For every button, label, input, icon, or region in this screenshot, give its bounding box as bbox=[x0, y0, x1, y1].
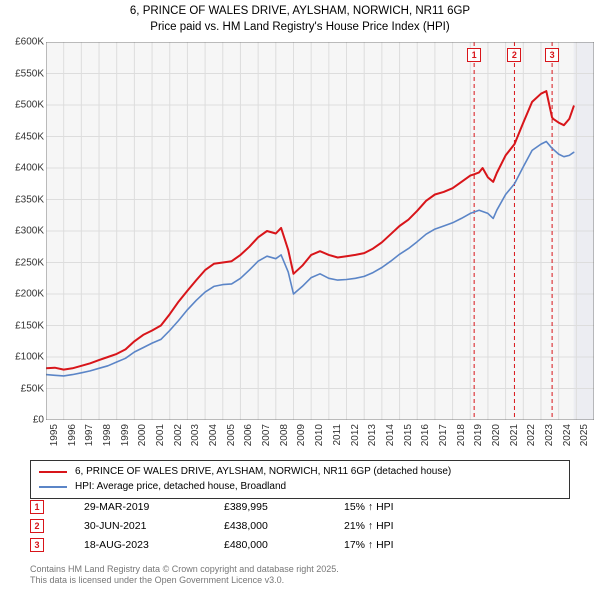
x-tick-label: 2010 bbox=[314, 424, 325, 446]
x-tick-label: 2003 bbox=[190, 424, 201, 446]
y-tick-label: £600K bbox=[2, 37, 44, 48]
x-tick-label: 2008 bbox=[279, 424, 290, 446]
footer-line-2: This data is licensed under the Open Gov… bbox=[30, 575, 339, 586]
y-tick-label: £350K bbox=[2, 194, 44, 205]
event-marker: 1 bbox=[30, 500, 44, 514]
event-date: 29-MAR-2019 bbox=[84, 501, 184, 513]
event-callout-box: 3 bbox=[545, 48, 559, 62]
event-row: 2 30-JUN-2021 £438,000 21% ↑ HPI bbox=[30, 519, 570, 533]
event-row: 1 29-MAR-2019 £389,995 15% ↑ HPI bbox=[30, 500, 570, 514]
x-tick-label: 1999 bbox=[120, 424, 131, 446]
y-tick-label: £300K bbox=[2, 226, 44, 237]
x-tick-label: 2015 bbox=[403, 424, 414, 446]
y-tick-label: £550K bbox=[2, 68, 44, 79]
x-tick-label: 2025 bbox=[579, 424, 590, 446]
chart-plot-area bbox=[46, 42, 594, 420]
event-row: 3 18-AUG-2023 £480,000 17% ↑ HPI bbox=[30, 538, 570, 552]
x-tick-label: 2000 bbox=[137, 424, 148, 446]
legend-label: 6, PRINCE OF WALES DRIVE, AYLSHAM, NORWI… bbox=[75, 464, 451, 479]
legend-row: 6, PRINCE OF WALES DRIVE, AYLSHAM, NORWI… bbox=[39, 464, 561, 479]
x-tick-label: 1996 bbox=[67, 424, 78, 446]
title-block: 6, PRINCE OF WALES DRIVE, AYLSHAM, NORWI… bbox=[0, 0, 600, 35]
y-tick-label: £0 bbox=[2, 415, 44, 426]
x-tick-label: 2004 bbox=[208, 424, 219, 446]
x-tick-label: 2016 bbox=[420, 424, 431, 446]
title-line-2: Price paid vs. HM Land Registry's House … bbox=[0, 20, 600, 36]
chart-svg bbox=[46, 42, 594, 420]
event-marker: 3 bbox=[30, 538, 44, 552]
y-tick-label: £100K bbox=[2, 352, 44, 363]
y-tick-label: £150K bbox=[2, 320, 44, 331]
x-tick-label: 1998 bbox=[102, 424, 113, 446]
x-tick-label: 2005 bbox=[226, 424, 237, 446]
x-tick-label: 2009 bbox=[296, 424, 307, 446]
x-tick-label: 1995 bbox=[49, 424, 60, 446]
event-date: 18-AUG-2023 bbox=[84, 539, 184, 551]
x-tick-label: 2024 bbox=[562, 424, 573, 446]
x-tick-label: 2019 bbox=[473, 424, 484, 446]
x-tick-label: 2021 bbox=[509, 424, 520, 446]
legend-row: HPI: Average price, detached house, Broa… bbox=[39, 479, 561, 494]
legend-swatch bbox=[39, 486, 67, 488]
x-tick-label: 2001 bbox=[155, 424, 166, 446]
x-tick-label: 2012 bbox=[350, 424, 361, 446]
y-tick-label: £200K bbox=[2, 289, 44, 300]
y-tick-label: £50K bbox=[2, 383, 44, 394]
y-tick-label: £250K bbox=[2, 257, 44, 268]
event-change: 21% ↑ HPI bbox=[344, 520, 394, 532]
legend-label: HPI: Average price, detached house, Broa… bbox=[75, 479, 286, 494]
legend-swatch bbox=[39, 471, 67, 473]
event-change: 17% ↑ HPI bbox=[344, 539, 394, 551]
event-price: £438,000 bbox=[224, 520, 304, 532]
x-tick-label: 2007 bbox=[261, 424, 272, 446]
y-tick-label: £400K bbox=[2, 163, 44, 174]
x-tick-label: 2022 bbox=[526, 424, 537, 446]
footer-attribution: Contains HM Land Registry data © Crown c… bbox=[30, 564, 339, 587]
event-change: 15% ↑ HPI bbox=[344, 501, 394, 513]
event-price: £389,995 bbox=[224, 501, 304, 513]
x-tick-label: 2014 bbox=[385, 424, 396, 446]
legend-box: 6, PRINCE OF WALES DRIVE, AYLSHAM, NORWI… bbox=[30, 460, 570, 499]
title-line-1: 6, PRINCE OF WALES DRIVE, AYLSHAM, NORWI… bbox=[0, 4, 600, 20]
x-tick-label: 2020 bbox=[491, 424, 502, 446]
x-tick-label: 2023 bbox=[544, 424, 555, 446]
event-callout-box: 1 bbox=[467, 48, 481, 62]
x-tick-label: 1997 bbox=[84, 424, 95, 446]
event-price: £480,000 bbox=[224, 539, 304, 551]
chart-container: 6, PRINCE OF WALES DRIVE, AYLSHAM, NORWI… bbox=[0, 0, 600, 590]
x-tick-label: 2018 bbox=[456, 424, 467, 446]
footer-line-1: Contains HM Land Registry data © Crown c… bbox=[30, 564, 339, 575]
x-tick-label: 2002 bbox=[173, 424, 184, 446]
event-marker: 2 bbox=[30, 519, 44, 533]
event-date: 30-JUN-2021 bbox=[84, 520, 184, 532]
x-tick-label: 2017 bbox=[438, 424, 449, 446]
x-tick-label: 2006 bbox=[243, 424, 254, 446]
y-tick-label: £500K bbox=[2, 100, 44, 111]
event-callout-box: 2 bbox=[507, 48, 521, 62]
y-tick-label: £450K bbox=[2, 131, 44, 142]
events-table: 1 29-MAR-2019 £389,995 15% ↑ HPI 2 30-JU… bbox=[30, 500, 570, 557]
x-tick-label: 2013 bbox=[367, 424, 378, 446]
x-tick-label: 2011 bbox=[332, 424, 343, 446]
